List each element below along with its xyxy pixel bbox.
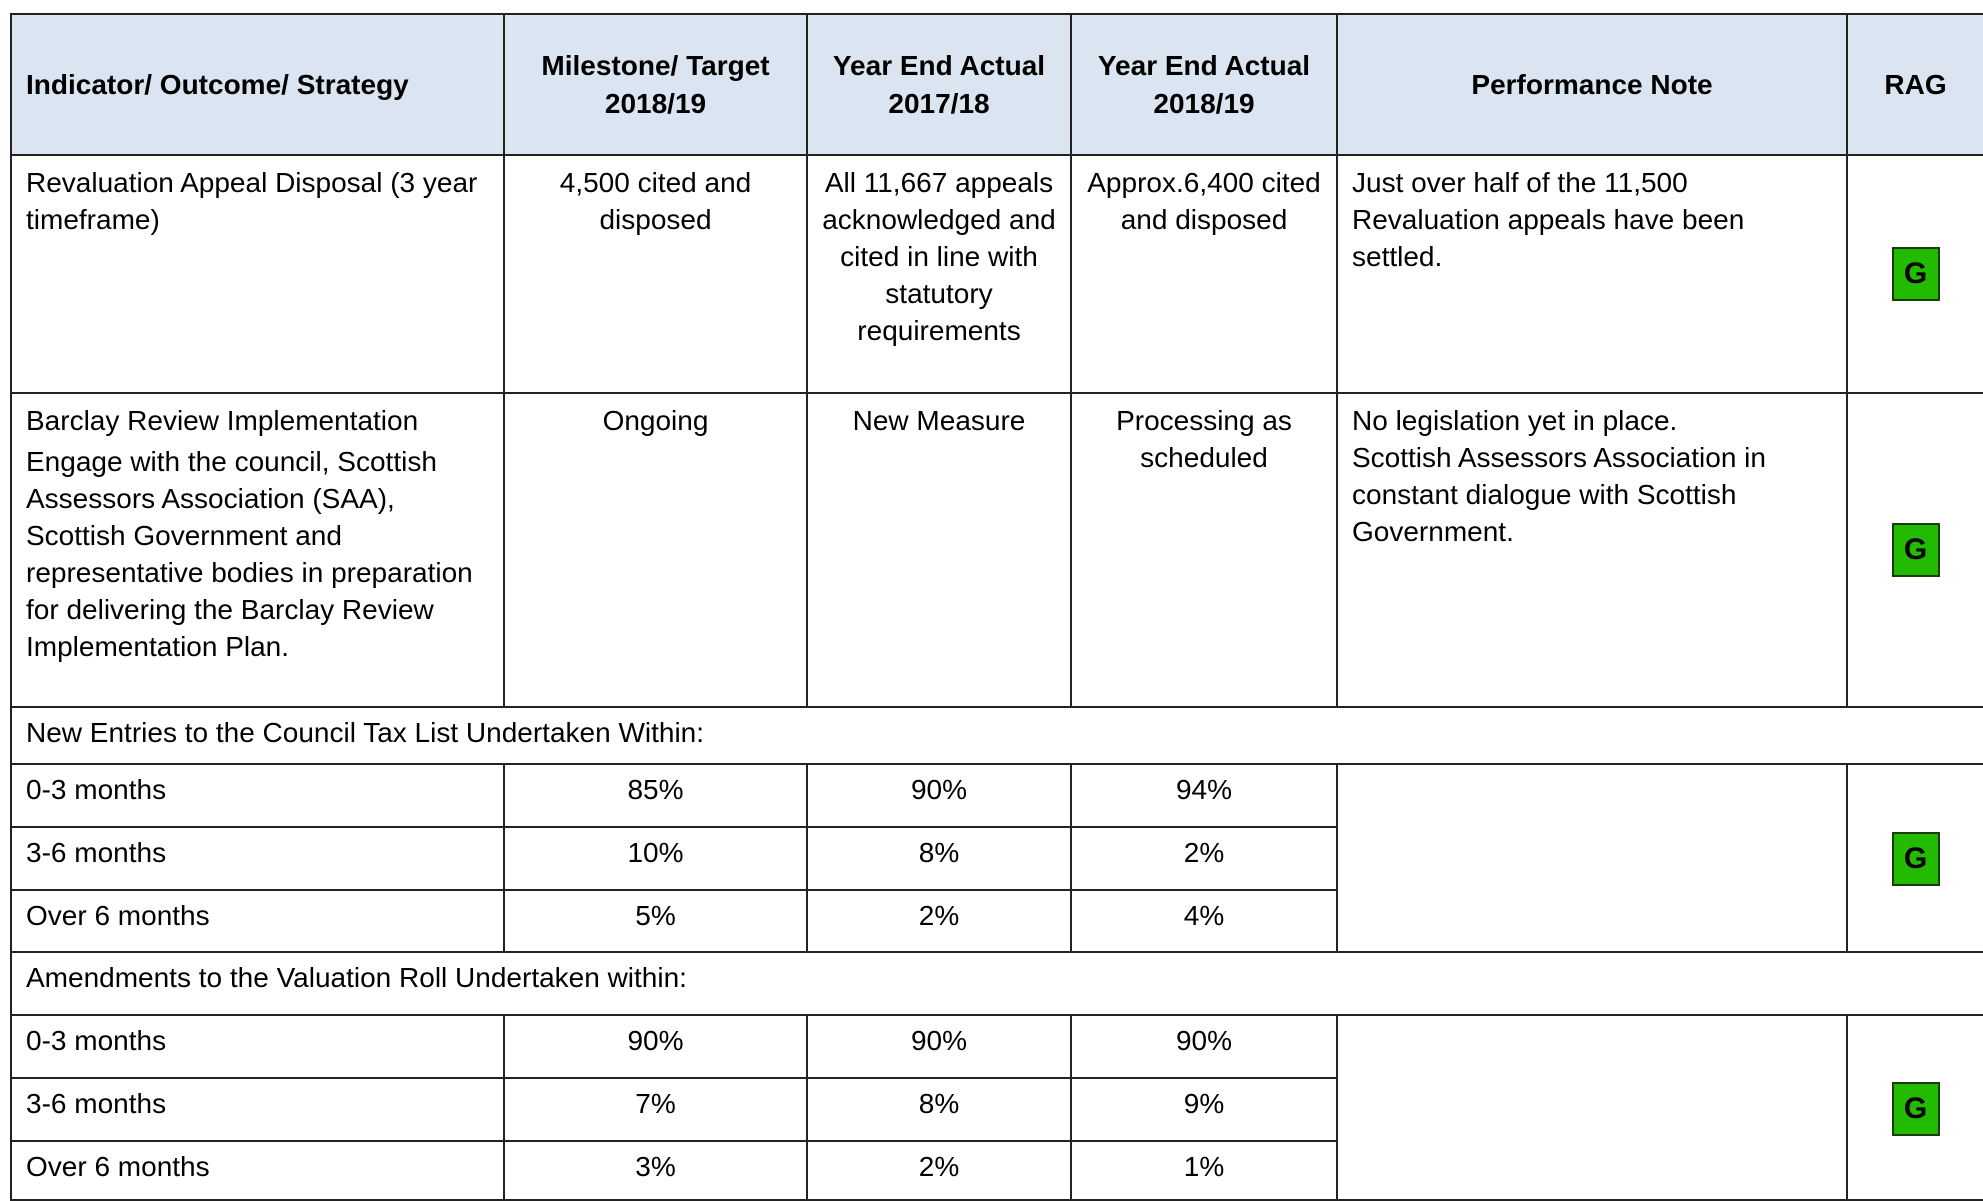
cell: Processing as scheduled	[1070, 392, 1338, 708]
text: Revaluation Appeal Disposal (3 year time…	[26, 167, 478, 235]
text: Barclay Review Implementation	[26, 405, 419, 436]
header-cell: Year End Actual 2018/19	[1070, 13, 1338, 156]
row: 3-6 months 10% 8% 2%	[10, 826, 1983, 891]
cell: 3-6 months	[10, 1077, 505, 1142]
cell: 94%	[1070, 763, 1338, 828]
cell: Approx.6,400 cited and disposed	[1070, 154, 1338, 394]
text: Engage with the council, Scottish Assess…	[26, 446, 473, 662]
cell: 90%	[503, 1014, 808, 1079]
row: Barclay Review Implementation Engage with…	[10, 392, 1983, 708]
section-title: New Entries to the Council Tax List Unde…	[10, 706, 1983, 765]
section-row: Amendments to the Valuation Roll Underta…	[10, 951, 1983, 1016]
text: Scottish Assessors Association in consta…	[1352, 442, 1766, 547]
section-row: New Entries to the Council Tax List Unde…	[10, 706, 1983, 765]
cell: G	[1846, 1014, 1983, 1201]
cell: 8%	[806, 826, 1072, 891]
cell: Over 6 months	[10, 889, 505, 953]
cell: 2%	[806, 889, 1072, 953]
row: Over 6 months 5% 2% 4%	[10, 889, 1983, 953]
header-row: Indicator/ Outcome/ Strategy Milestone/ …	[10, 13, 1983, 156]
cell: 90%	[806, 763, 1072, 828]
rag-badge: G	[1891, 247, 1940, 301]
cell: All 11,667 appeals acknowledged and cite…	[806, 154, 1072, 394]
cell: G	[1846, 154, 1983, 394]
cell: New Measure	[806, 392, 1072, 708]
cell: 0-3 months	[10, 1014, 505, 1079]
rag-badge: G	[1891, 523, 1940, 577]
cell: Revaluation Appeal Disposal (3 year time…	[10, 154, 505, 394]
performance-table: Indicator/ Outcome/ Strategy Milestone/ …	[10, 13, 1983, 1201]
cell: 90%	[1070, 1014, 1338, 1079]
header-cell: Performance Note	[1336, 13, 1848, 156]
cell: 8%	[806, 1077, 1072, 1142]
cell: 5%	[503, 889, 808, 953]
cell: 3%	[503, 1140, 808, 1201]
cell: 1%	[1070, 1140, 1338, 1201]
cell: 10%	[503, 826, 808, 891]
cell: 2%	[806, 1140, 1072, 1201]
cell: 7%	[503, 1077, 808, 1142]
row: Over 6 months 3% 2% 1%	[10, 1140, 1983, 1201]
cell: 85%	[503, 763, 808, 828]
row: 3-6 months 7% 8% 9%	[10, 1077, 1983, 1142]
rag-badge: G	[1891, 1081, 1940, 1136]
row: Revaluation Appeal Disposal (3 year time…	[10, 154, 1983, 394]
cell: 3-6 months	[10, 826, 505, 891]
header-cell: RAG	[1846, 13, 1983, 156]
header-cell: Milestone/ Target 2018/19	[503, 13, 808, 156]
cell: Barclay Review Implementation Engage with…	[10, 392, 505, 708]
row: 0-3 months 90% 90% 90% G	[10, 1014, 1983, 1201]
note-cell	[1336, 1014, 1848, 1201]
cell: 90%	[806, 1014, 1072, 1079]
text: Just over half of the 11,500 Revaluation…	[1352, 167, 1745, 272]
cell: Ongoing	[503, 392, 808, 708]
cell: G	[1846, 763, 1983, 953]
text: No legislation yet in place.	[1352, 405, 1678, 436]
header-cell: Year End Actual 2017/18	[806, 13, 1072, 156]
cell: Over 6 months	[10, 1140, 505, 1201]
cell: 0-3 months	[10, 763, 505, 828]
row: 0-3 months 85% 90% 94% G	[10, 763, 1983, 953]
cell: 4%	[1070, 889, 1338, 953]
cell: G	[1846, 392, 1983, 708]
header-cell: Indicator/ Outcome/ Strategy	[10, 13, 505, 156]
cell: 2%	[1070, 826, 1338, 891]
note-cell	[1336, 763, 1848, 953]
rag-badge: G	[1891, 832, 1940, 886]
cell: Just over half of the 11,500 Revaluation…	[1336, 154, 1848, 394]
sections: New Entries to the Council Tax List Unde…	[10, 706, 1983, 1201]
cell: 4,500 cited and disposed	[503, 154, 808, 394]
section-title: Amendments to the Valuation Roll Underta…	[10, 951, 1983, 1016]
cell: 9%	[1070, 1077, 1338, 1142]
cell: No legislation yet in place. Scottish Ass…	[1336, 392, 1848, 708]
